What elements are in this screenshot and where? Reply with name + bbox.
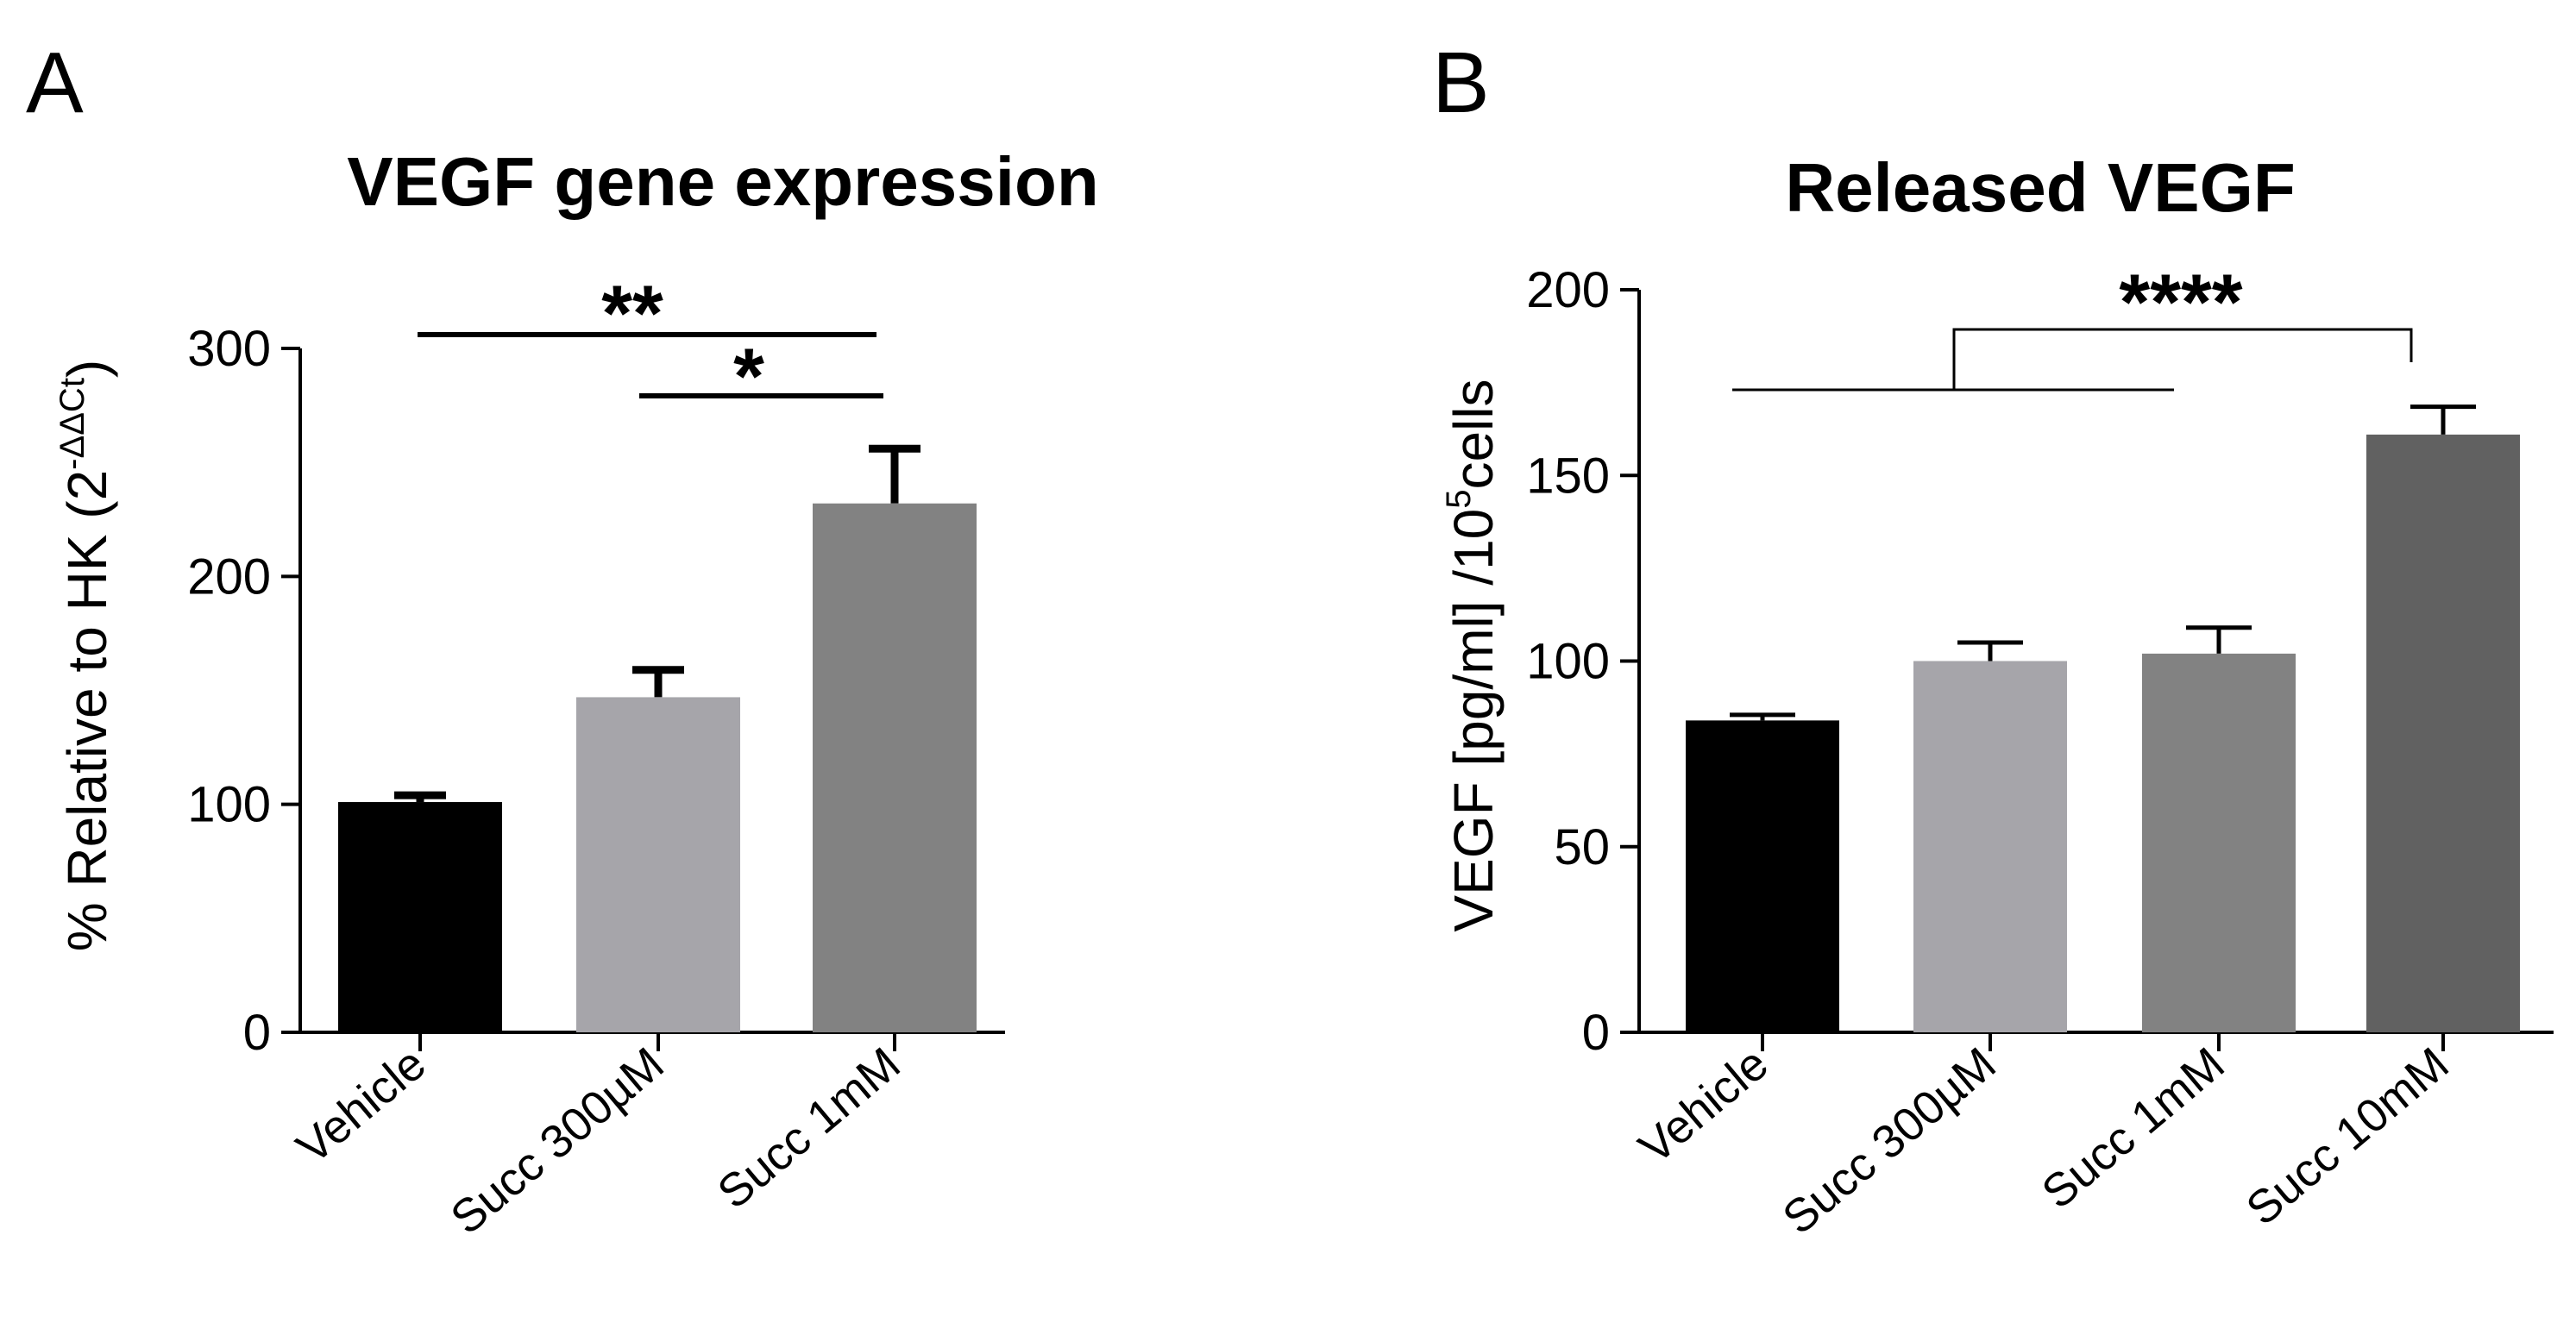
- chart-b-xtick-label: Succ 1mM: [2033, 1037, 2234, 1219]
- chart-b-xtick-label: Succ 300µM: [1773, 1037, 2005, 1244]
- chart-a-xtick-label: Vehicle: [287, 1037, 436, 1174]
- chart-a-title: VEGF gene expression: [347, 143, 1098, 220]
- chart-a-ytick-label: 100: [187, 777, 271, 833]
- chart-b-xtick-label: Vehicle: [1630, 1037, 1778, 1174]
- chart-a-bar: [576, 697, 740, 1032]
- panel-a: A VEGF gene expression % Relative to HK …: [26, 34, 1099, 1244]
- chart-b-ylabel: VEGF [pg/ml] /105cells: [1440, 379, 1505, 931]
- chart-a-bars: [338, 444, 977, 1051]
- chart-b-bar: [2366, 434, 2520, 1032]
- chart-a-significance-label: *: [733, 333, 764, 421]
- panel-b: B Released VEGF VEGF [pg/ml] /105cells 0…: [1432, 34, 2554, 1244]
- chart-b-bar: [2142, 653, 2296, 1032]
- chart-b-ytick-label: 50: [1554, 819, 1610, 875]
- chart-b-title: Released VEGF: [1785, 149, 2295, 226]
- chart-b-significance-label: ****: [2119, 259, 2242, 347]
- chart-a-y-ticks: 0 100 200 300: [187, 321, 300, 1061]
- chart-a-ytick-label: 0: [243, 1005, 271, 1061]
- chart-a-ylabel-sup: -ΔΔCt: [53, 378, 91, 470]
- chart-b-ytick-label: 100: [1526, 634, 1610, 690]
- chart-a-bar: [338, 802, 502, 1032]
- panel-b-letter: B: [1432, 34, 1490, 131]
- chart-a-ylabel-close: ): [56, 360, 118, 378]
- chart-a-ytick-label: 200: [187, 549, 271, 605]
- chart-b-bar: [1686, 720, 1839, 1032]
- chart-b-ylabel-main: VEGF [pg/ml] /10: [1442, 509, 1505, 932]
- chart-b-significance-bracket: [1732, 328, 2413, 392]
- chart-a-ytick-label: 300: [187, 321, 271, 377]
- chart-b-ylabel-close: cells: [1442, 379, 1505, 489]
- chart-b-ytick-label: 0: [1582, 1005, 1610, 1061]
- chart-a-bar: [813, 503, 977, 1032]
- chart-b-ylabel-sup: 5: [1440, 489, 1478, 508]
- chart-b-xtick-label: Succ 10mM: [2237, 1037, 2459, 1235]
- chart-b-ytick-label: 200: [1526, 262, 1610, 318]
- chart-b-x-labels: Vehicle Succ 300µM Succ 1mM Succ 10mM: [1630, 1037, 2459, 1244]
- chart-b-bars: [1686, 404, 2520, 1051]
- chart-a-significance-label: **: [601, 270, 663, 358]
- chart-a-xtick-label: Succ 300µM: [441, 1037, 673, 1244]
- chart-b-bar: [1913, 661, 2067, 1032]
- chart-a-x-labels: Vehicle Succ 300µM Succ 1mM: [287, 1037, 910, 1244]
- chart-a-xtick-label: Succ 1mM: [708, 1037, 910, 1219]
- chart-b-ytick-label: 150: [1526, 448, 1610, 504]
- panel-a-letter: A: [26, 34, 84, 131]
- chart-a-ylabel-main: % Relative to HK (2: [56, 470, 118, 951]
- chart-b-y-ticks: 0 50 100 150 200: [1526, 262, 1639, 1061]
- chart-a-ylabel: % Relative to HK (2-ΔΔCt): [53, 360, 118, 952]
